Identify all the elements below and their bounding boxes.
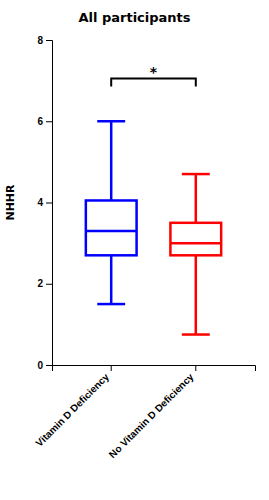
significance-bracket — [111, 79, 196, 87]
y-tick-mark — [46, 365, 52, 366]
y-tick-label: 6 — [37, 116, 43, 127]
y-tick-mark — [46, 40, 52, 41]
x-tick-label: No Vitamin D Deficiency — [107, 371, 196, 460]
x-axis-line — [53, 366, 256, 372]
plot: 0 2 4 6 8 Vitamin D DeficiencyNo Vitamin D De… — [33, 35, 255, 460]
lower-whisker — [195, 255, 198, 334]
y-tick: 6 — [37, 116, 52, 127]
upper-cap — [97, 120, 125, 123]
box-body — [86, 200, 137, 255]
box — [170, 174, 221, 334]
y-tick-label: 4 — [37, 197, 43, 208]
y-axis-line — [46, 41, 53, 366]
x-tick-mark — [111, 365, 112, 371]
median — [86, 230, 137, 233]
y-tick: 4 — [37, 197, 52, 208]
x-tick: Vitamin D Deficiency — [33, 365, 111, 449]
x-tick-mark — [195, 365, 196, 371]
x-tick: No Vitamin D Deficiency — [107, 365, 196, 460]
y-tick-mark — [46, 203, 52, 204]
title: All participants — [78, 10, 190, 25]
y-tick-label: 2 — [37, 278, 43, 289]
upper-cap — [182, 173, 210, 176]
x-tick-label: Vitamin D Deficiency — [33, 371, 111, 449]
y-tick-mark — [46, 121, 52, 122]
chart: 0 2 4 6 8 Vitamin D DeficiencyNo Vitamin D De… — [0, 0, 269, 500]
y-tick: 0 — [37, 360, 52, 371]
upper-whisker — [195, 174, 198, 223]
upper-whisker — [110, 121, 113, 200]
boxes — [86, 121, 221, 334]
y-tick: 8 — [37, 35, 52, 46]
lower-cap — [97, 303, 125, 306]
lower-whisker — [110, 255, 113, 304]
significance-label: * — [150, 64, 158, 80]
y-tick-label: 0 — [37, 360, 43, 371]
median — [170, 242, 221, 245]
y-axis: 0 2 4 6 8 — [37, 35, 52, 371]
y-axis-title: NHHR — [4, 184, 17, 221]
box-body — [170, 223, 221, 256]
y-tick-mark — [46, 284, 52, 285]
box — [86, 121, 137, 304]
y-tick: 2 — [37, 278, 52, 289]
y-tick-label: 8 — [37, 35, 43, 46]
lower-cap — [182, 333, 210, 336]
x-axis: Vitamin D DeficiencyNo Vitamin D Deficie… — [33, 365, 255, 460]
